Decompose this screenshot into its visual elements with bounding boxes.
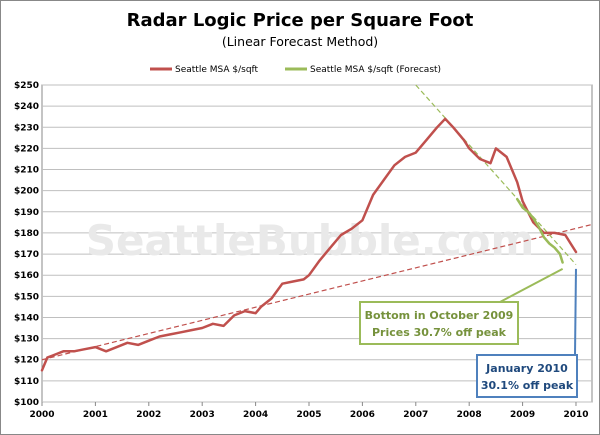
x-tick-label: 2006 xyxy=(350,410,375,420)
y-tick-label: $130 xyxy=(14,335,39,345)
legend: Seattle MSA $/sqft Seattle MSA $/sqft (F… xyxy=(150,65,441,75)
legend-label-forecast: Seattle MSA $/sqft (Forecast) xyxy=(310,65,441,75)
y-tick-label: $170 xyxy=(14,250,39,260)
x-tick-label: 2004 xyxy=(243,410,268,420)
chart-subtitle: (Linear Forecast Method) xyxy=(222,34,378,49)
x-tick-label: 2003 xyxy=(190,410,215,420)
trendline xyxy=(415,84,577,266)
callout-jan-line2: 30.1% off peak xyxy=(481,379,574,392)
y-tick-label: $250 xyxy=(14,81,39,91)
callout-bottom: Bottom in October 2009 Prices 30.7% off … xyxy=(359,267,564,345)
series-line-0 xyxy=(40,117,578,372)
y-tick-label: $100 xyxy=(14,398,39,408)
trendline xyxy=(41,223,593,361)
y-axis: $100 $110 $120 $130 $140 $150 $160 $170 $180 $190… xyxy=(14,81,39,408)
y-tick-label: $110 xyxy=(14,377,39,387)
callout-jan-line1: January 2010 xyxy=(485,362,568,375)
y-tick-label: $120 xyxy=(14,356,39,366)
callout-bottom-arrow xyxy=(499,267,564,303)
y-tick-label: $230 xyxy=(14,123,39,133)
chart-title: Radar Logic Price per Square Foot xyxy=(127,10,474,31)
callout-bottom-line2: Prices 30.7% off peak xyxy=(372,326,507,339)
trendlines xyxy=(41,84,593,361)
callout-bottom-line1: Bottom in October 2009 xyxy=(365,309,514,322)
y-tick-label: $240 xyxy=(14,102,39,112)
x-tick-label: 2008 xyxy=(457,410,482,420)
watermark: SeattleBubble.com xyxy=(86,216,535,265)
series-lines xyxy=(40,117,578,372)
x-tick-label: 2010 xyxy=(563,410,588,420)
x-tick-label: 2000 xyxy=(29,410,54,420)
callout-bottom-box xyxy=(359,301,519,345)
y-tick-label: $190 xyxy=(14,208,39,218)
y-tick-label: $220 xyxy=(14,144,39,154)
legend-label-actual: Seattle MSA $/sqft xyxy=(175,65,259,75)
y-tick-label: $210 xyxy=(14,166,39,176)
x-tick-label: 2005 xyxy=(296,410,321,420)
callout-jan: January 2010 30.1% off peak xyxy=(476,268,578,398)
y-tick-label: $180 xyxy=(14,229,39,239)
callout-jan-box xyxy=(476,354,578,398)
x-tick-label: 2009 xyxy=(510,410,535,420)
y-tick-label: $140 xyxy=(14,313,39,323)
y-tick-label: $160 xyxy=(14,271,39,281)
gridlines xyxy=(42,84,592,403)
x-tick-label: 2007 xyxy=(403,410,428,420)
x-tick-label: 2001 xyxy=(83,410,108,420)
x-axis: 2000 2001 2002 2003 2004 2005 2006 2007 2008 2009… xyxy=(29,402,589,420)
y-tick-label: $200 xyxy=(14,187,39,197)
y-tick-label: $150 xyxy=(14,292,39,302)
callout-jan-arrow xyxy=(574,268,577,356)
x-tick-label: 2002 xyxy=(136,410,161,420)
series-line-1 xyxy=(515,197,564,264)
